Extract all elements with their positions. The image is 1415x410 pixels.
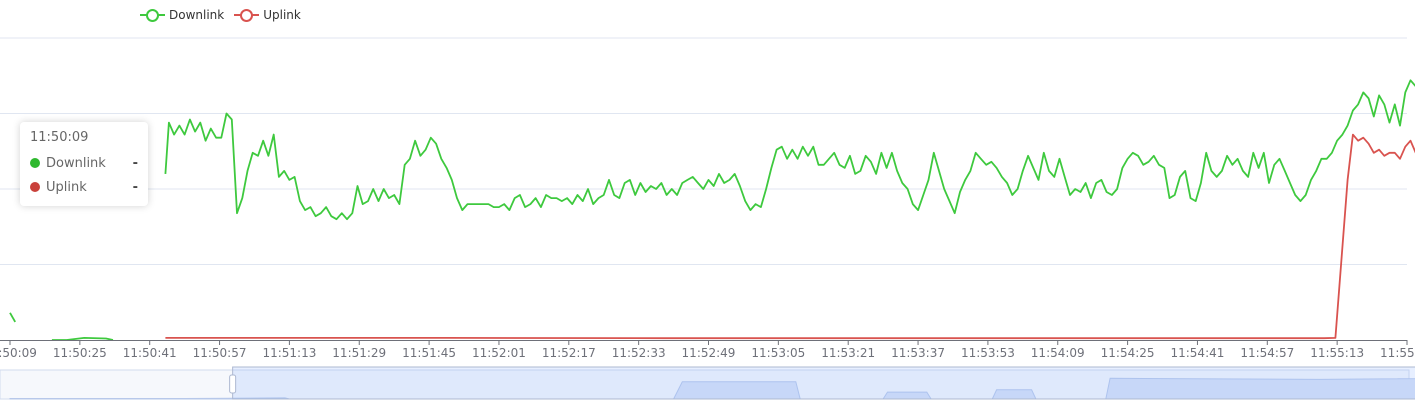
legend: Downlink Uplink xyxy=(140,8,301,22)
tooltip-time: 11:50:09 xyxy=(30,130,89,145)
x-tick-label: 11:54:25 xyxy=(1101,346,1155,360)
x-tick-label: 11:54:57 xyxy=(1240,346,1294,360)
series-layer xyxy=(9,79,1415,341)
series-line-downlink xyxy=(164,79,1415,221)
legend-symbol-uplink-icon xyxy=(234,8,260,22)
tooltip-series-value: - xyxy=(132,155,138,171)
x-axis: 11:50:09 11:50:25 11:50:41 11:50:57 11:51:13… xyxy=(0,340,1415,360)
x-tick-label: 11:51:13 xyxy=(262,346,316,360)
x-tick-label: 11:54:09 xyxy=(1031,346,1085,360)
series-line-downlink xyxy=(51,337,114,341)
tooltip-series-name: Downlink xyxy=(46,155,106,171)
x-tick-label: 11:53:37 xyxy=(891,346,945,360)
x-tick-label: 11:53:21 xyxy=(821,346,875,360)
x-tick-label: 11:52:33 xyxy=(612,346,666,360)
tooltip-dot-uplink-icon xyxy=(30,182,40,192)
x-tick-label: 11:50:41 xyxy=(123,346,177,360)
legend-item-uplink[interactable]: Uplink xyxy=(234,8,301,22)
grid-lines xyxy=(0,37,1407,265)
legend-label-uplink: Uplink xyxy=(263,8,301,22)
x-tick-label: 11:50:09 xyxy=(0,346,37,360)
x-tick-label: 11:51:45 xyxy=(402,346,456,360)
legend-symbol-downlink-icon xyxy=(140,8,165,22)
x-tick-label: 11:52:17 xyxy=(542,346,596,360)
x-tick-label: 11:53:05 xyxy=(751,346,805,360)
x-tick-label: 11:55:29 xyxy=(1380,346,1415,360)
x-tick-label: 11:50:57 xyxy=(193,346,247,360)
x-tick-label: 11:53:53 xyxy=(961,346,1015,360)
tooltip: 11:50:09 Downlink - Uplink - xyxy=(20,122,148,206)
data-zoom-slider[interactable] xyxy=(0,366,1415,400)
tooltip-row-downlink: Downlink - xyxy=(30,151,138,175)
series-line-uplink xyxy=(165,133,1415,340)
series-line-downlink xyxy=(9,312,16,323)
x-tick-label: 11:54:41 xyxy=(1170,346,1224,360)
x-tick-label: 11:52:49 xyxy=(682,346,736,360)
tooltip-series-value: - xyxy=(132,179,138,195)
legend-item-downlink[interactable]: Downlink xyxy=(140,8,224,22)
x-tick-label: 11:52:01 xyxy=(472,346,526,360)
tooltip-row-uplink: Uplink - xyxy=(30,175,138,199)
x-tick-label: 11:51:29 xyxy=(332,346,386,360)
tooltip-dot-downlink-icon xyxy=(30,158,40,168)
x-tick-label: 11:50:25 xyxy=(53,346,107,360)
zoom-handle-left[interactable] xyxy=(229,374,237,394)
tooltip-series-name: Uplink xyxy=(46,179,87,195)
legend-label-downlink: Downlink xyxy=(169,8,225,22)
zoom-window xyxy=(232,366,1415,400)
x-tick-label: 11:55:13 xyxy=(1310,346,1364,360)
